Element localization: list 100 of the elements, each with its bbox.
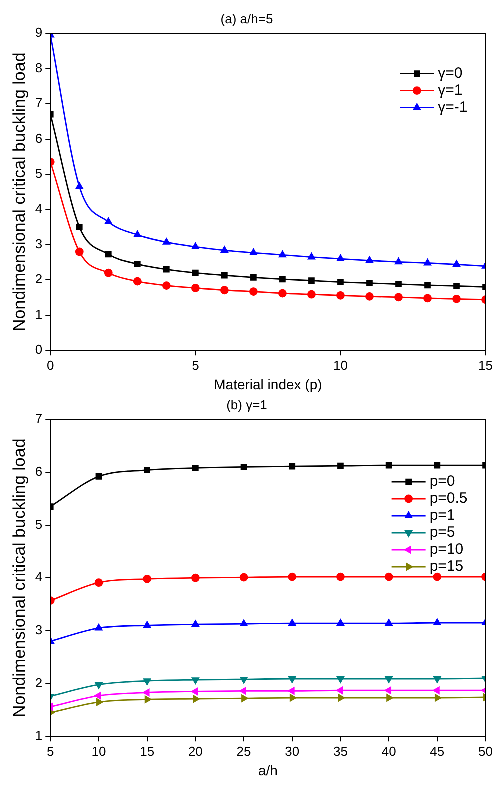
point bbox=[308, 253, 316, 260]
point bbox=[144, 678, 152, 686]
x-tick-label: 10 bbox=[333, 358, 348, 373]
x-tick-label: 15 bbox=[140, 744, 155, 759]
x-tick-label: 25 bbox=[236, 744, 252, 759]
y-tick-label: 7 bbox=[35, 96, 43, 111]
y-tick-label: 7 bbox=[35, 411, 43, 426]
point bbox=[395, 258, 402, 265]
point bbox=[144, 467, 151, 474]
point bbox=[104, 218, 112, 224]
point bbox=[338, 694, 345, 702]
point bbox=[336, 291, 345, 300]
chart-title: (b) γ=1 bbox=[226, 397, 268, 412]
x-tick-label: 10 bbox=[92, 744, 106, 759]
point bbox=[222, 272, 228, 279]
point bbox=[193, 695, 200, 703]
point bbox=[278, 250, 286, 258]
legend-label: p=1 bbox=[430, 507, 456, 524]
point bbox=[308, 290, 316, 299]
point bbox=[96, 473, 102, 480]
x-tick-label: 15 bbox=[478, 358, 494, 373]
x-tick-label: 40 bbox=[382, 744, 396, 759]
point bbox=[434, 462, 441, 469]
legend-label: p=10 bbox=[430, 541, 464, 558]
point bbox=[240, 677, 248, 684]
x-tick-label: 45 bbox=[430, 744, 445, 759]
y-axis-title: Nondimensional critical buckling load bbox=[10, 52, 29, 332]
point bbox=[452, 294, 461, 304]
point bbox=[162, 238, 170, 245]
point bbox=[280, 276, 286, 283]
x-tick-label: 30 bbox=[285, 744, 300, 759]
point bbox=[384, 686, 392, 694]
point bbox=[220, 286, 229, 295]
legend-label: γ=-1 bbox=[438, 98, 468, 116]
y-tick-label: 4 bbox=[35, 201, 43, 216]
point bbox=[76, 224, 83, 230]
legend-label: p=0 bbox=[430, 473, 456, 490]
legend-label: γ=1 bbox=[438, 82, 463, 99]
point bbox=[394, 293, 403, 302]
legend-label: γ=0 bbox=[438, 64, 463, 82]
point bbox=[278, 289, 287, 298]
point bbox=[105, 251, 112, 258]
point bbox=[192, 620, 200, 628]
y-tick-label: 2 bbox=[35, 272, 43, 287]
point bbox=[250, 274, 257, 281]
point bbox=[454, 282, 460, 290]
point bbox=[192, 242, 200, 250]
x-tick-label: 5 bbox=[47, 744, 54, 759]
legend-label: p=15 bbox=[430, 558, 464, 576]
point bbox=[336, 676, 344, 684]
point bbox=[133, 277, 142, 286]
point bbox=[104, 268, 113, 278]
point bbox=[396, 281, 402, 288]
y-tick-label: 3 bbox=[35, 622, 43, 638]
point bbox=[433, 686, 440, 694]
point bbox=[386, 462, 392, 469]
point bbox=[288, 687, 295, 695]
point bbox=[75, 248, 84, 256]
point bbox=[191, 284, 200, 292]
point bbox=[192, 678, 200, 684]
point bbox=[424, 259, 432, 266]
point bbox=[220, 246, 228, 254]
y-axis-title: Nondimensional critical buckling load bbox=[10, 438, 29, 718]
point bbox=[336, 619, 344, 626]
point bbox=[240, 464, 248, 470]
point bbox=[338, 462, 344, 470]
point bbox=[308, 278, 315, 284]
y-tick-label: 2 bbox=[35, 675, 43, 690]
y-tick-label: 5 bbox=[35, 516, 43, 532]
point bbox=[240, 573, 248, 582]
point bbox=[338, 279, 344, 286]
point bbox=[192, 270, 199, 276]
point bbox=[288, 619, 296, 626]
y-tick-label: 1 bbox=[35, 306, 43, 322]
point bbox=[242, 694, 248, 702]
y-tick-label: 6 bbox=[35, 464, 43, 480]
point bbox=[143, 574, 152, 584]
x-tick-label: 20 bbox=[188, 744, 203, 759]
point bbox=[336, 254, 344, 262]
point bbox=[134, 261, 141, 268]
point bbox=[336, 686, 344, 694]
point bbox=[288, 572, 297, 582]
point bbox=[94, 578, 104, 588]
point bbox=[162, 282, 171, 290]
point bbox=[385, 676, 393, 684]
point bbox=[385, 619, 393, 626]
point bbox=[163, 266, 170, 273]
point bbox=[434, 676, 442, 684]
point bbox=[366, 280, 373, 286]
point bbox=[250, 248, 258, 256]
y-tick-label: 6 bbox=[35, 130, 43, 146]
point bbox=[143, 689, 150, 696]
point bbox=[424, 282, 431, 289]
point bbox=[240, 687, 246, 695]
point bbox=[384, 572, 394, 582]
x-tick-label: 0 bbox=[47, 358, 54, 373]
point bbox=[290, 694, 297, 702]
point bbox=[134, 230, 142, 238]
point bbox=[144, 696, 152, 704]
x-tick-label: 50 bbox=[478, 744, 494, 759]
